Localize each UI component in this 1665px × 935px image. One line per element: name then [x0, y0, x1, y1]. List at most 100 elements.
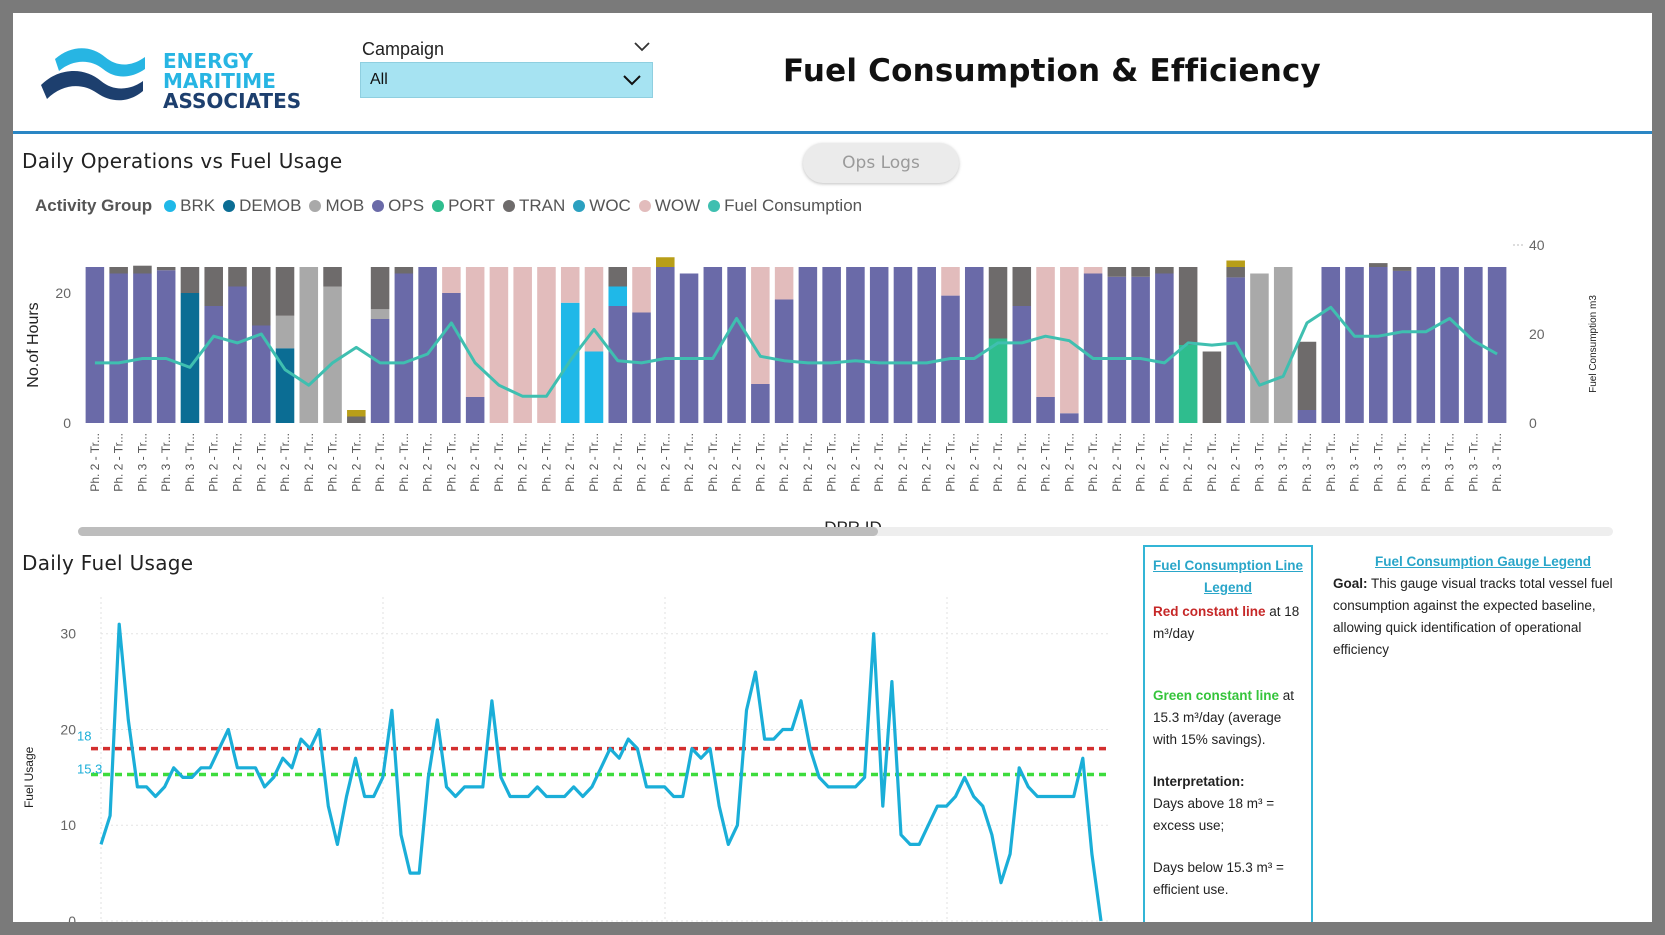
x-tick-label: Ph. 2 - Tr... [611, 433, 625, 492]
x-tick-label: Ph. 2 - Tr... [1086, 433, 1100, 492]
gauge-goal: Goal: This gauge visual tracks total ves… [1333, 573, 1633, 661]
legend-item-woc[interactable]: WOC [573, 196, 631, 216]
bar-segment-tran [109, 267, 128, 274]
bar-segment-tran [133, 265, 152, 274]
y2-tick-label: 40 [1529, 237, 1545, 253]
logo: ENERGY MARITIME ASSOCIATES [33, 41, 313, 116]
bar-segment-other [656, 257, 675, 267]
bar-segment-tran [1202, 351, 1222, 423]
bar-segment-tran [394, 267, 414, 274]
y-axis-label: No.of Hours [25, 302, 42, 387]
legend-item-mob[interactable]: MOB [309, 196, 364, 216]
bar-segment-ops [1060, 413, 1079, 423]
bar-segment-wow [1036, 267, 1055, 397]
legend-dot [503, 200, 515, 212]
legend-item-tran[interactable]: TRAN [503, 196, 565, 216]
bar-segment-ops [1345, 267, 1364, 423]
bar-segment-ops [798, 267, 818, 423]
bar-segment-ops [1155, 273, 1174, 423]
green-line-value-label: 15.3 [77, 761, 102, 776]
x-tick-label: Ph. 2 - Tr... [682, 433, 696, 492]
x-tick-label: Ph. 2 - Tr... [1039, 433, 1053, 492]
legend-item-fuel-consumption[interactable]: Fuel Consumption [708, 196, 862, 216]
x-tick-label: Ph. 2 - Tr... [1229, 433, 1243, 492]
bar-segment-demob [180, 293, 200, 423]
chevron-down-icon[interactable] [633, 39, 651, 53]
bar-segment-wow [537, 267, 556, 423]
legend-label: BRK [180, 196, 216, 215]
x-tick-label: Ph. 3 - Tr... [1466, 433, 1480, 492]
bar-segment-wow [584, 267, 604, 352]
bar-segment-ops [1226, 277, 1245, 423]
green-line-title: Green constant line [1153, 688, 1280, 703]
x-tick-label: Ph. 3 - Tr... [135, 433, 149, 492]
bar-segment-ops [1131, 276, 1150, 423]
legend-dot [372, 200, 385, 212]
bar-segment-wow [774, 267, 794, 300]
interpretation-below: Days below 15.3 m³ = efficient use. [1153, 860, 1284, 897]
bar-segment-ops [679, 273, 699, 423]
x-tick-label: Ph. 2 - Tr... [587, 433, 601, 492]
bar-segment-wow [632, 267, 651, 313]
bar-segment-ops [846, 267, 865, 423]
legend-label: WOC [589, 196, 631, 215]
bar-segment-wow [489, 267, 509, 423]
bar-segment-ops [1036, 397, 1055, 423]
bar-segment-ops [1464, 267, 1483, 423]
x-tick-label: Ph. 2 - Tr... [1134, 433, 1148, 492]
bar-segment-ops [917, 267, 936, 423]
bar-segment-wow [941, 267, 960, 296]
bar-segment-ops [869, 267, 889, 423]
x-tick-label: Ph. 2 - Tr... [1110, 433, 1124, 492]
red-line-desc: Red constant line at 18 m³/day [1153, 601, 1303, 645]
bar-segment-ops [1440, 267, 1459, 423]
y2-tick-label: 0 [1529, 415, 1537, 431]
bar-segment-port [1178, 345, 1198, 423]
bar-segment-ops [133, 273, 152, 423]
chart-scrollbar-thumb[interactable] [78, 527, 878, 536]
y2-tick-label: 20 [1529, 326, 1545, 342]
bar-segment-tran [1392, 267, 1412, 271]
fuel-line-legend-card: Fuel Consumption Line Legend Red constan… [1143, 545, 1313, 922]
x-tick-label: Ph. 3 - Tr... [1395, 433, 1409, 492]
bar-segment-tran [1131, 267, 1150, 277]
legend-item-port[interactable]: PORT [432, 196, 495, 216]
legend-item-brk[interactable]: BRK [164, 196, 215, 216]
x-tick-label: Ph. 2 - Tr... [492, 433, 506, 492]
bar-segment-ops [442, 293, 461, 423]
x-tick-label: Ph. 3 - Tr... [183, 433, 197, 492]
campaign-dropdown[interactable]: All [360, 62, 653, 98]
x-tick-label: Ph. 2 - Tr... [112, 433, 126, 492]
x-tick-label: Ph. 2 - Tr... [302, 433, 316, 492]
top-chart-title: Daily Operations vs Fuel Usage [22, 149, 343, 173]
x-tick-label: Ph. 2 - Tr... [635, 433, 649, 492]
x-tick-label: Ph. 2 - Tr... [991, 433, 1005, 492]
bar-segment-tran [1369, 263, 1388, 267]
ops-logs-button[interactable]: Ops Logs [803, 143, 959, 183]
bar-segment-ops [964, 267, 984, 423]
legend-item-demob[interactable]: DEMOB [223, 196, 301, 216]
legend-dot [223, 200, 236, 212]
legend-dot [309, 200, 322, 212]
y-tick-label: 10 [60, 817, 76, 833]
bar-segment-mob [299, 267, 319, 423]
legend-label: TRAN [519, 196, 566, 215]
x-tick-label: Ph. 2 - Tr... [468, 433, 482, 492]
bar-segment-ops [751, 384, 770, 423]
bar-segment-ops [204, 306, 223, 423]
x-tick-label: Ph. 2 - Tr... [1015, 433, 1029, 492]
bar-segment-ops [394, 273, 414, 423]
bar-segment-ops [465, 397, 485, 423]
logo-text: ENERGY MARITIME ASSOCIATES [163, 51, 301, 111]
legend-item-ops[interactable]: OPS [372, 196, 424, 216]
y-tick-label: 30 [60, 626, 76, 642]
bar-segment-tran [347, 416, 366, 423]
legend-item-wow[interactable]: WOW [638, 196, 700, 216]
bar-segment-port [988, 338, 1008, 423]
bar-segment-tran [180, 267, 200, 293]
x-tick-label: Ph. 2 - Tr... [967, 433, 981, 492]
legend-label: Fuel Consumption [724, 196, 863, 215]
x-tick-label: Ph. 2 - Tr... [753, 433, 767, 492]
x-tick-label: Ph. 2 - Tr... [848, 433, 862, 492]
x-tick-label: Ph. 2 - Tr... [658, 433, 672, 492]
